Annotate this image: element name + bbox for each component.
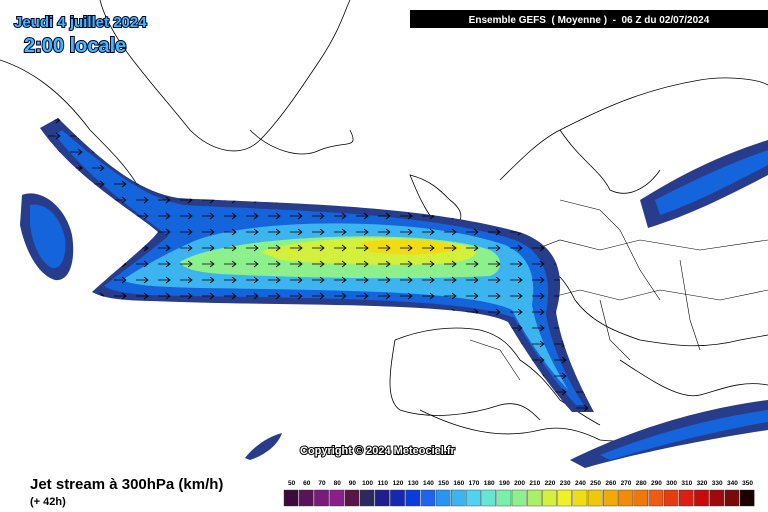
legend-swatch xyxy=(511,489,527,507)
legend-swatch xyxy=(587,489,603,507)
legend-label: 140 xyxy=(423,480,434,487)
legend-swatch xyxy=(375,489,390,507)
legend-swatch xyxy=(694,489,709,507)
legend-swatch xyxy=(344,489,360,507)
legend-label: 260 xyxy=(605,480,616,487)
legend-swatch xyxy=(466,489,481,507)
legend-label: 200 xyxy=(514,480,525,487)
legend-swatch xyxy=(603,489,618,507)
legend-swatch xyxy=(420,489,436,507)
legend-label: 130 xyxy=(408,480,419,487)
legend-swatch xyxy=(663,489,679,507)
color-legend: 50 60 70 80 90 100 110 120 130 140 150 160 170 180 190… xyxy=(283,480,755,507)
legend-label: 100 xyxy=(362,480,373,487)
legend-label: 280 xyxy=(636,480,647,487)
legend-swatch xyxy=(299,489,314,507)
legend-label: 270 xyxy=(621,480,632,487)
legend-label: 80 xyxy=(334,480,342,487)
legend-swatch xyxy=(314,489,329,507)
legend-swatch xyxy=(648,489,664,507)
legend-label: 310 xyxy=(681,480,692,487)
legend-label: 90 xyxy=(349,480,357,487)
legend-swatch xyxy=(679,489,694,507)
legend-label: 110 xyxy=(378,480,389,487)
legend-label: 320 xyxy=(697,480,708,487)
legend-label: 170 xyxy=(469,480,480,487)
legend-swatch xyxy=(405,489,421,507)
legend-label: 220 xyxy=(545,480,556,487)
copyright: Copyright © 2024 Meteociel.fr xyxy=(300,445,456,457)
legend-label: 150 xyxy=(438,480,449,487)
legend-label: 210 xyxy=(529,480,540,487)
legend-label: 340 xyxy=(727,480,738,487)
legend-swatch xyxy=(572,489,588,507)
legend-label: 190 xyxy=(499,480,510,487)
legend-swatch xyxy=(481,489,497,507)
legend-swatch xyxy=(451,489,466,507)
legend-swatch xyxy=(542,489,557,507)
legend-label: 50 xyxy=(288,480,296,487)
lead-time: (+ 42h) xyxy=(30,496,66,508)
legend-swatch xyxy=(329,489,345,507)
legend-swatch xyxy=(557,489,572,507)
legend-swatch xyxy=(283,489,299,507)
legend-swatch xyxy=(359,489,375,507)
legend-swatch xyxy=(435,489,451,507)
run-banner xyxy=(410,10,768,28)
run-info: Ensemble GEFS ( Moyenne ) - 06 Z du 02/0… xyxy=(469,15,710,26)
borders xyxy=(469,199,768,381)
legend-swatch xyxy=(527,489,542,507)
product-title: Jet stream à 300hPa (km/h) xyxy=(30,476,223,493)
legend-label: 290 xyxy=(651,480,662,487)
legend-swatch xyxy=(496,489,512,507)
legend-swatch xyxy=(739,489,755,507)
jet-stream xyxy=(20,118,768,468)
legend-label: 350 xyxy=(742,480,753,487)
legend-swatch xyxy=(390,489,405,507)
date: Jeudi 4 juillet 2024 xyxy=(14,14,147,31)
local-time: 2:00 locale xyxy=(24,35,126,57)
legend-label: 330 xyxy=(712,480,723,487)
legend-label: 230 xyxy=(560,480,571,487)
legend-swatch xyxy=(618,489,633,507)
legend-swatch xyxy=(724,489,740,507)
legend-label: 250 xyxy=(590,480,601,487)
legend-label: 180 xyxy=(484,480,495,487)
legend-label: 240 xyxy=(575,480,586,487)
legend-swatch xyxy=(633,489,648,507)
legend-label: 70 xyxy=(318,480,326,487)
legend-label: 300 xyxy=(666,480,677,487)
legend-label: 160 xyxy=(453,480,464,487)
legend-label: 120 xyxy=(393,480,404,487)
legend-swatch xyxy=(709,489,724,507)
legend-label: 60 xyxy=(303,480,311,487)
